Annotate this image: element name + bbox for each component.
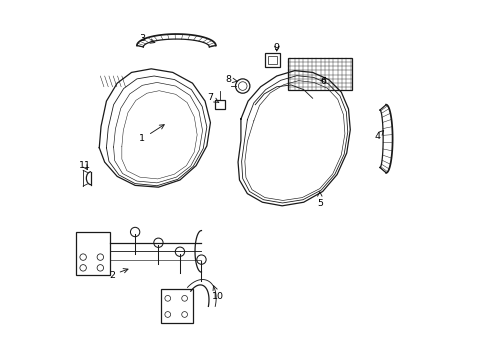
Text: 9: 9 [273, 43, 279, 52]
Text: 3: 3 [139, 34, 155, 43]
Bar [76, 232, 110, 275]
Text: 2: 2 [109, 269, 128, 279]
Bar [265, 53, 280, 67]
Bar [287, 58, 351, 90]
Text: 5: 5 [316, 192, 322, 208]
Text: 4: 4 [373, 131, 383, 141]
Text: 8: 8 [225, 75, 237, 84]
Bar [161, 289, 192, 323]
Text: 1: 1 [139, 125, 164, 143]
Bar [267, 56, 277, 64]
Bar [215, 100, 224, 109]
Text: 7: 7 [207, 93, 218, 103]
Text: 11: 11 [79, 161, 91, 170]
Text: 10: 10 [211, 286, 223, 301]
Text: 6: 6 [320, 77, 325, 86]
